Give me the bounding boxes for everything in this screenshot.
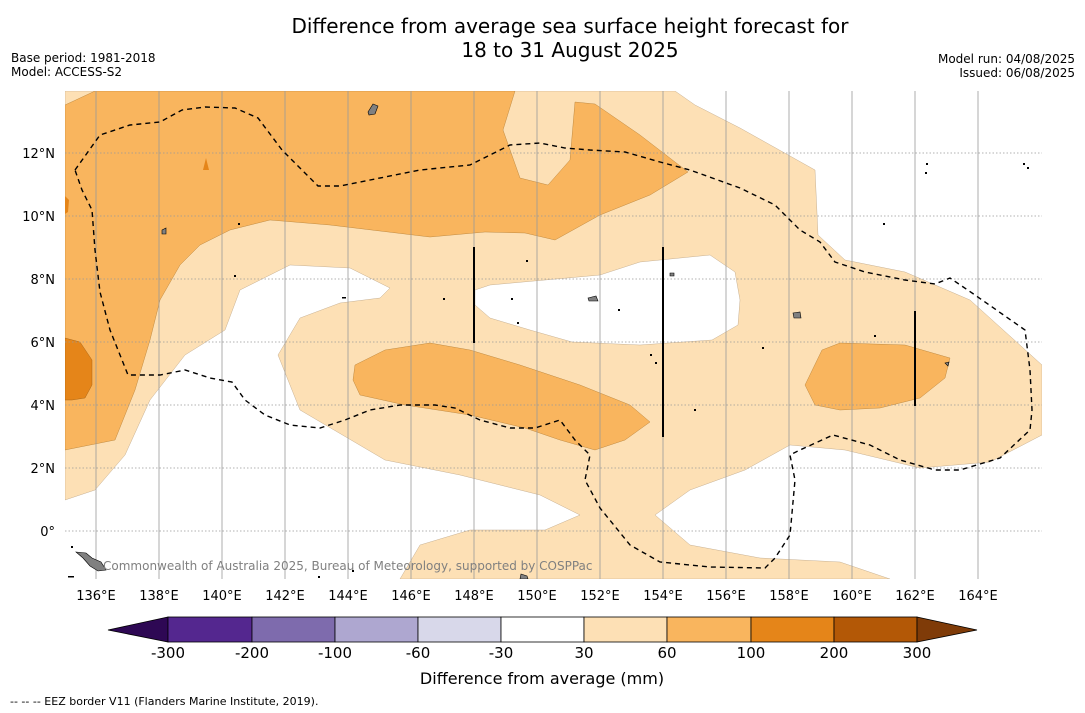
colorbar-bin: [833, 616, 918, 643]
contour-100-200-edge: [65, 196, 69, 214]
colorbar-tick: 300: [903, 644, 932, 662]
contour-100-200-north: [203, 158, 209, 170]
colorbar-bin: [417, 616, 502, 643]
lat-tick: 12°N: [22, 147, 55, 162]
colorbar-bin: [167, 616, 253, 643]
colorbar-bin: [666, 616, 752, 643]
contour-60-100-south: [352, 342, 651, 451]
map-panel: [65, 91, 1042, 579]
lon-tick: 142°E: [265, 589, 305, 604]
lon-tick: 144°E: [328, 589, 368, 604]
lon-tick: 160°E: [832, 589, 872, 604]
colorbar-tick: 200: [820, 644, 849, 662]
colorbar-bin: [500, 616, 585, 643]
model-name: Model: ACCESS-S2: [11, 65, 123, 79]
meta-left: Base period: 1981-2018 Model: ACCESS-S2: [11, 51, 156, 79]
lat-tick: 4°N: [31, 399, 56, 414]
colorbar-tick: -60: [406, 644, 431, 662]
lat-tick: 2°N: [31, 462, 56, 477]
colorbar-bin: [334, 616, 419, 643]
title-line-1: Difference from average sea surface heig…: [291, 14, 849, 38]
contour-60-100-east: [804, 342, 951, 411]
lon-tick: 164°E: [958, 589, 998, 604]
lon-tick: 154°E: [643, 589, 683, 604]
lon-tick: 152°E: [580, 589, 620, 604]
lat-tick: 0°: [40, 525, 55, 540]
issued-date: Issued: 06/08/2025: [959, 66, 1075, 80]
colorbar-tick: -300: [151, 644, 185, 662]
title-line-2: 18 to 31 August 2025: [461, 38, 679, 62]
lon-tick: 150°E: [517, 589, 557, 604]
contour-100-200-west: [65, 337, 93, 401]
lat-tick: 6°N: [31, 336, 56, 351]
colorbar-ticks: -300 -200 -100 -60 -30 30 60 100 200 300: [151, 644, 931, 662]
lon-tick: 146°E: [391, 589, 431, 604]
lon-tick: 156°E: [706, 589, 746, 604]
eez-border: [74, 106, 1033, 569]
colorbar-bin: [750, 616, 835, 643]
contour-60-100-north: [65, 91, 689, 451]
map-title: Difference from average sea surface heig…: [0, 14, 1085, 62]
lon-tick: 162°E: [895, 589, 935, 604]
land-islands: [75, 103, 950, 579]
small-islets: [68, 163, 1029, 578]
colorbar-tick: 30: [574, 644, 593, 662]
colorbar: [107, 616, 978, 643]
lon-tick: 138°E: [139, 589, 179, 604]
graticule: [65, 91, 1042, 579]
colorbar-tick: 60: [657, 644, 676, 662]
colorbar-tick: -200: [235, 644, 269, 662]
lon-tick-labels: 136°E 138°E 140°E 142°E 144°E 146°E 148°…: [76, 589, 998, 604]
model-run: Model run: 04/08/2025: [937, 52, 1075, 66]
lon-tick: 136°E: [76, 589, 116, 604]
lon-tick: 140°E: [202, 589, 242, 604]
colorbar-tick: -100: [318, 644, 352, 662]
colorbar-bin: [251, 616, 336, 643]
lat-tick: 8°N: [31, 273, 56, 288]
credit-text: Commonwealth of Australia 2025, Bureau o…: [103, 559, 593, 573]
colorbar-extend-low: [107, 616, 169, 643]
colorbar-label: Difference from average (mm): [420, 669, 664, 688]
colorbar-extend-high: [916, 616, 978, 643]
eez-footnote: -- -- -- EEZ border V11 (Flanders Marine…: [10, 695, 319, 708]
base-period: Base period: 1981-2018: [11, 51, 156, 65]
lon-tick: 148°E: [454, 589, 494, 604]
lat-tick-labels: 12°N 10°N 8°N 6°N 4°N 2°N 0°: [22, 147, 55, 540]
lon-tick: 158°E: [769, 589, 809, 604]
colorbar-tick: 100: [737, 644, 766, 662]
lat-tick: 10°N: [22, 210, 55, 225]
meta-right: Model run: 04/08/2025 Issued: 06/08/2025: [938, 52, 1075, 80]
colorbar-bin: [583, 616, 668, 643]
colorbar-tick: -30: [489, 644, 514, 662]
